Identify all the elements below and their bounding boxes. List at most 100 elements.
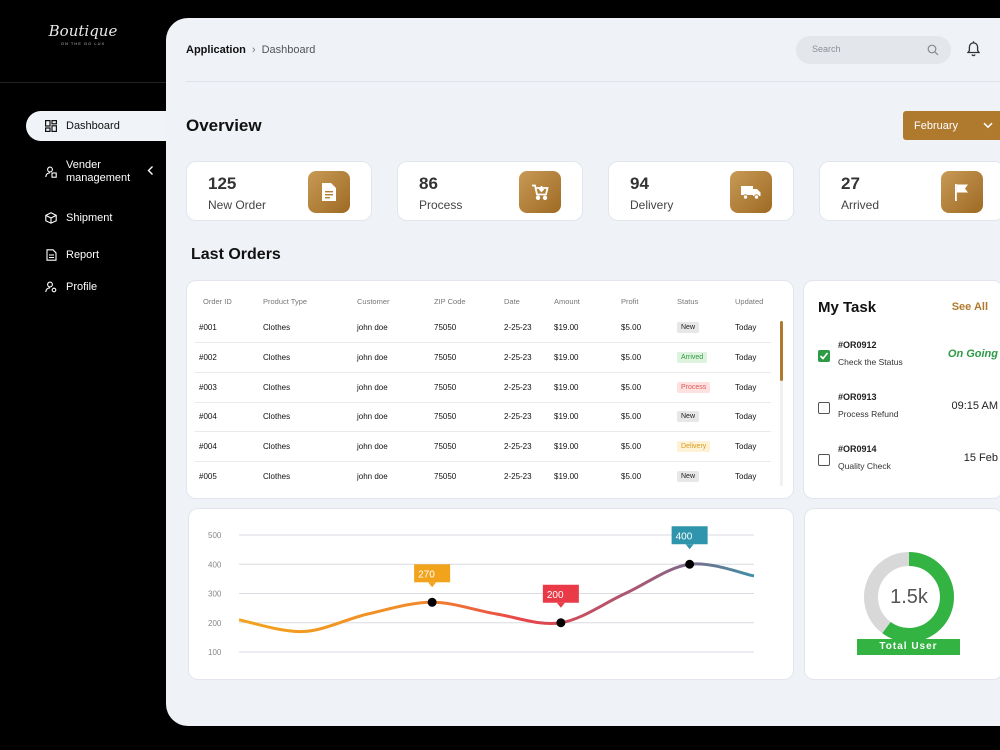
sidebar-item-shipment[interactable]: Shipment (26, 210, 176, 226)
column-header[interactable]: Profit (621, 296, 639, 306)
profile-icon (44, 280, 58, 294)
status-badge: Delivery (677, 441, 711, 453)
task-description: Quality Check (838, 461, 891, 471)
table-cell: john doe (357, 372, 434, 403)
checkbox[interactable] (818, 350, 830, 362)
data-label: 400 (671, 526, 708, 550)
chevron-left-icon[interactable] (147, 166, 154, 179)
dashboard-icon (44, 119, 58, 133)
task-item[interactable]: #OR0912 Check the Status On Going (818, 340, 998, 380)
search-icon[interactable] (927, 43, 939, 61)
orders-table: Order ID Product Type Customer ZIP Code Date… (195, 289, 771, 491)
scrollbar[interactable] (780, 321, 783, 486)
sidebar-item-dashboard[interactable]: Dashboard (26, 111, 186, 141)
stat-label: Process (419, 198, 463, 212)
column-header[interactable]: Status (677, 296, 699, 306)
breadcrumb-item-dashboard: Dashboard (261, 44, 316, 56)
stat-label: New Order (208, 198, 267, 212)
stat-card-process[interactable]: 86 Process (397, 161, 583, 221)
sidebar-item-vender-management[interactable]: Vender management (26, 159, 176, 185)
table-cell: Clothes (263, 342, 357, 373)
table-cell: $19.00 (554, 472, 579, 482)
breadcrumb: Application › Dashboard (186, 44, 315, 56)
vendor-icon (44, 165, 58, 179)
search-input[interactable]: Search (796, 36, 951, 64)
brand-tagline: ON THE GO LUX (60, 41, 106, 46)
table-row[interactable]: #004 Clothes john doe 75050 2-25-23 $19.00 $5.… (195, 402, 771, 433)
my-task-card: My Task See All #OR0912 Check the Status… (803, 280, 1000, 499)
document-icon (308, 171, 350, 213)
task-description: Check the Status (838, 357, 903, 367)
table-row[interactable]: #002 Clothes john doe 75050 2-25-23 $19.00 $5.… (195, 342, 771, 373)
column-header[interactable]: Customer (357, 296, 390, 306)
sidebar-item-report[interactable]: Report (26, 247, 176, 263)
line-chart-card: 500 400 300 200 100 270 200 400 (188, 508, 794, 680)
brand-logo[interactable]: Boutique ON THE GO LUX (48, 22, 118, 62)
task-item[interactable]: #OR0914 Quality Check 15 Feb (818, 444, 998, 484)
total-user-card: 1.5k Total User (804, 508, 1000, 680)
column-header[interactable]: ZIP Code (434, 296, 466, 306)
column-header[interactable]: Order ID (203, 296, 232, 306)
table-cell: 2-25-23 (504, 372, 554, 403)
table-cell: john doe (357, 342, 434, 373)
scrollbar-thumb[interactable] (780, 321, 783, 381)
my-task-title: My Task (818, 299, 877, 316)
table-row[interactable]: #005 Clothes john doe 75050 2-25-23 $19.00 $5.… (195, 461, 771, 491)
bell-icon[interactable] (966, 40, 981, 62)
table-cell: $19.00 (554, 402, 621, 433)
table-cell: 2-25-23 (504, 402, 554, 433)
column-header[interactable]: Amount (554, 296, 580, 306)
month-dropdown[interactable]: February (903, 111, 1000, 140)
task-date: 15 Feb (963, 452, 998, 464)
table-cell: 2-25-23 (504, 431, 554, 462)
stat-card-arrived[interactable]: 27 Arrived (819, 161, 1000, 221)
column-header[interactable]: Updated (735, 296, 764, 306)
table-cell: New (677, 461, 735, 491)
sidebar-item-label: Vender management (66, 159, 131, 184)
stat-card-new-order[interactable]: 125 New Order (186, 161, 372, 221)
data-point[interactable] (556, 618, 566, 628)
flag-icon (941, 171, 983, 213)
sidebar-divider (0, 82, 166, 83)
report-icon (44, 248, 58, 262)
stat-value: 125 (208, 174, 237, 193)
task-item[interactable]: #OR0913 Process Refund 09:15 AM (818, 392, 998, 432)
top-bar: Application › Dashboard Search (186, 18, 1000, 82)
see-all-link[interactable]: See All (951, 301, 988, 313)
column-header[interactable]: Date (504, 296, 520, 306)
month-dropdown-value: February (914, 120, 959, 132)
svg-text:270: 270 (418, 569, 435, 580)
data-point[interactable] (685, 559, 695, 569)
table-cell: Today (735, 372, 771, 403)
checkbox[interactable] (818, 454, 830, 466)
table-cell: 75050 (434, 402, 504, 433)
sidebar-item-profile[interactable]: Profile (26, 279, 176, 295)
data-label: 200 (542, 584, 579, 608)
task-time: 09:15 AM (951, 400, 998, 412)
table-cell: $19.00 (554, 431, 621, 462)
stat-label: Delivery (630, 198, 674, 212)
task-description: Process Refund (838, 409, 899, 419)
table-row[interactable]: #004 Clothes john doe 75050 2-25-23 $19.00 $5.… (195, 431, 771, 462)
status-badge: New (677, 471, 700, 483)
table-cell: 75050 (434, 431, 504, 462)
table-cell: $5.00 (621, 342, 677, 373)
table-cell: $5.00 (621, 372, 677, 403)
table-row[interactable]: #003 Clothes john doe 75050 2-25-23 $19.00 $5.… (195, 372, 771, 403)
breadcrumb-item-application[interactable]: Application (186, 44, 246, 56)
box-icon (44, 211, 58, 225)
status-badge: New (677, 322, 700, 334)
table-cell: Today (735, 431, 771, 462)
data-label: 270 (414, 564, 451, 588)
checkbox[interactable] (818, 402, 830, 414)
column-header[interactable]: Product Type (263, 296, 308, 306)
table-cell: Clothes (263, 372, 357, 403)
series-line (238, 562, 755, 634)
table-row[interactable]: #001 Clothes john doe 75050 2-25-23 $19.00 $5.… (195, 313, 771, 344)
task-id: #OR0913 (838, 392, 877, 402)
table-cell: #002 (195, 342, 263, 373)
data-point[interactable] (427, 597, 437, 607)
stat-card-delivery[interactable]: 94 Delivery (608, 161, 794, 221)
table-cell: Today (735, 472, 757, 482)
table-cell: 75050 (434, 342, 504, 373)
